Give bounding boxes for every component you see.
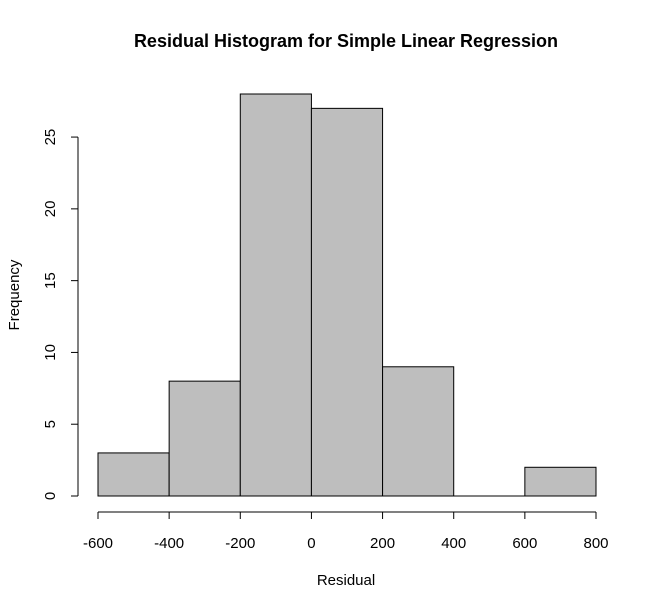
y-axis: 0 5 10 15 20 25 (42, 129, 79, 500)
y-tick-label: 15 (42, 272, 59, 289)
chart-title: Residual Histogram for Simple Linear Reg… (134, 31, 558, 51)
x-tick-label: 600 (512, 535, 537, 552)
y-tick-label: 5 (42, 420, 59, 428)
x-tick-label: 0 (307, 535, 315, 552)
x-tick-label: -600 (83, 535, 113, 552)
x-tick-label: 200 (370, 535, 395, 552)
x-tick-label: -200 (225, 535, 255, 552)
histogram-bar (97, 452, 170, 497)
y-tick-label: 0 (42, 492, 59, 500)
x-tick-label: 400 (441, 535, 466, 552)
x-axis-label: Residual (317, 572, 375, 589)
histogram-bar (239, 93, 312, 497)
bars-group (97, 93, 597, 497)
x-tick-label: 800 (583, 535, 608, 552)
histogram-bar (310, 107, 384, 497)
histogram-bar (168, 380, 241, 497)
y-tick-label: 20 (42, 201, 59, 218)
x-tick-label: -400 (154, 535, 184, 552)
y-tick-label: 10 (42, 344, 59, 361)
x-axis: -600 -400 -200 0 200 400 600 800 (83, 511, 609, 552)
y-tick-label: 25 (42, 129, 59, 146)
histogram-bar (524, 466, 597, 497)
y-axis-label: Frequency (6, 259, 23, 330)
histogram-bar (382, 366, 455, 497)
